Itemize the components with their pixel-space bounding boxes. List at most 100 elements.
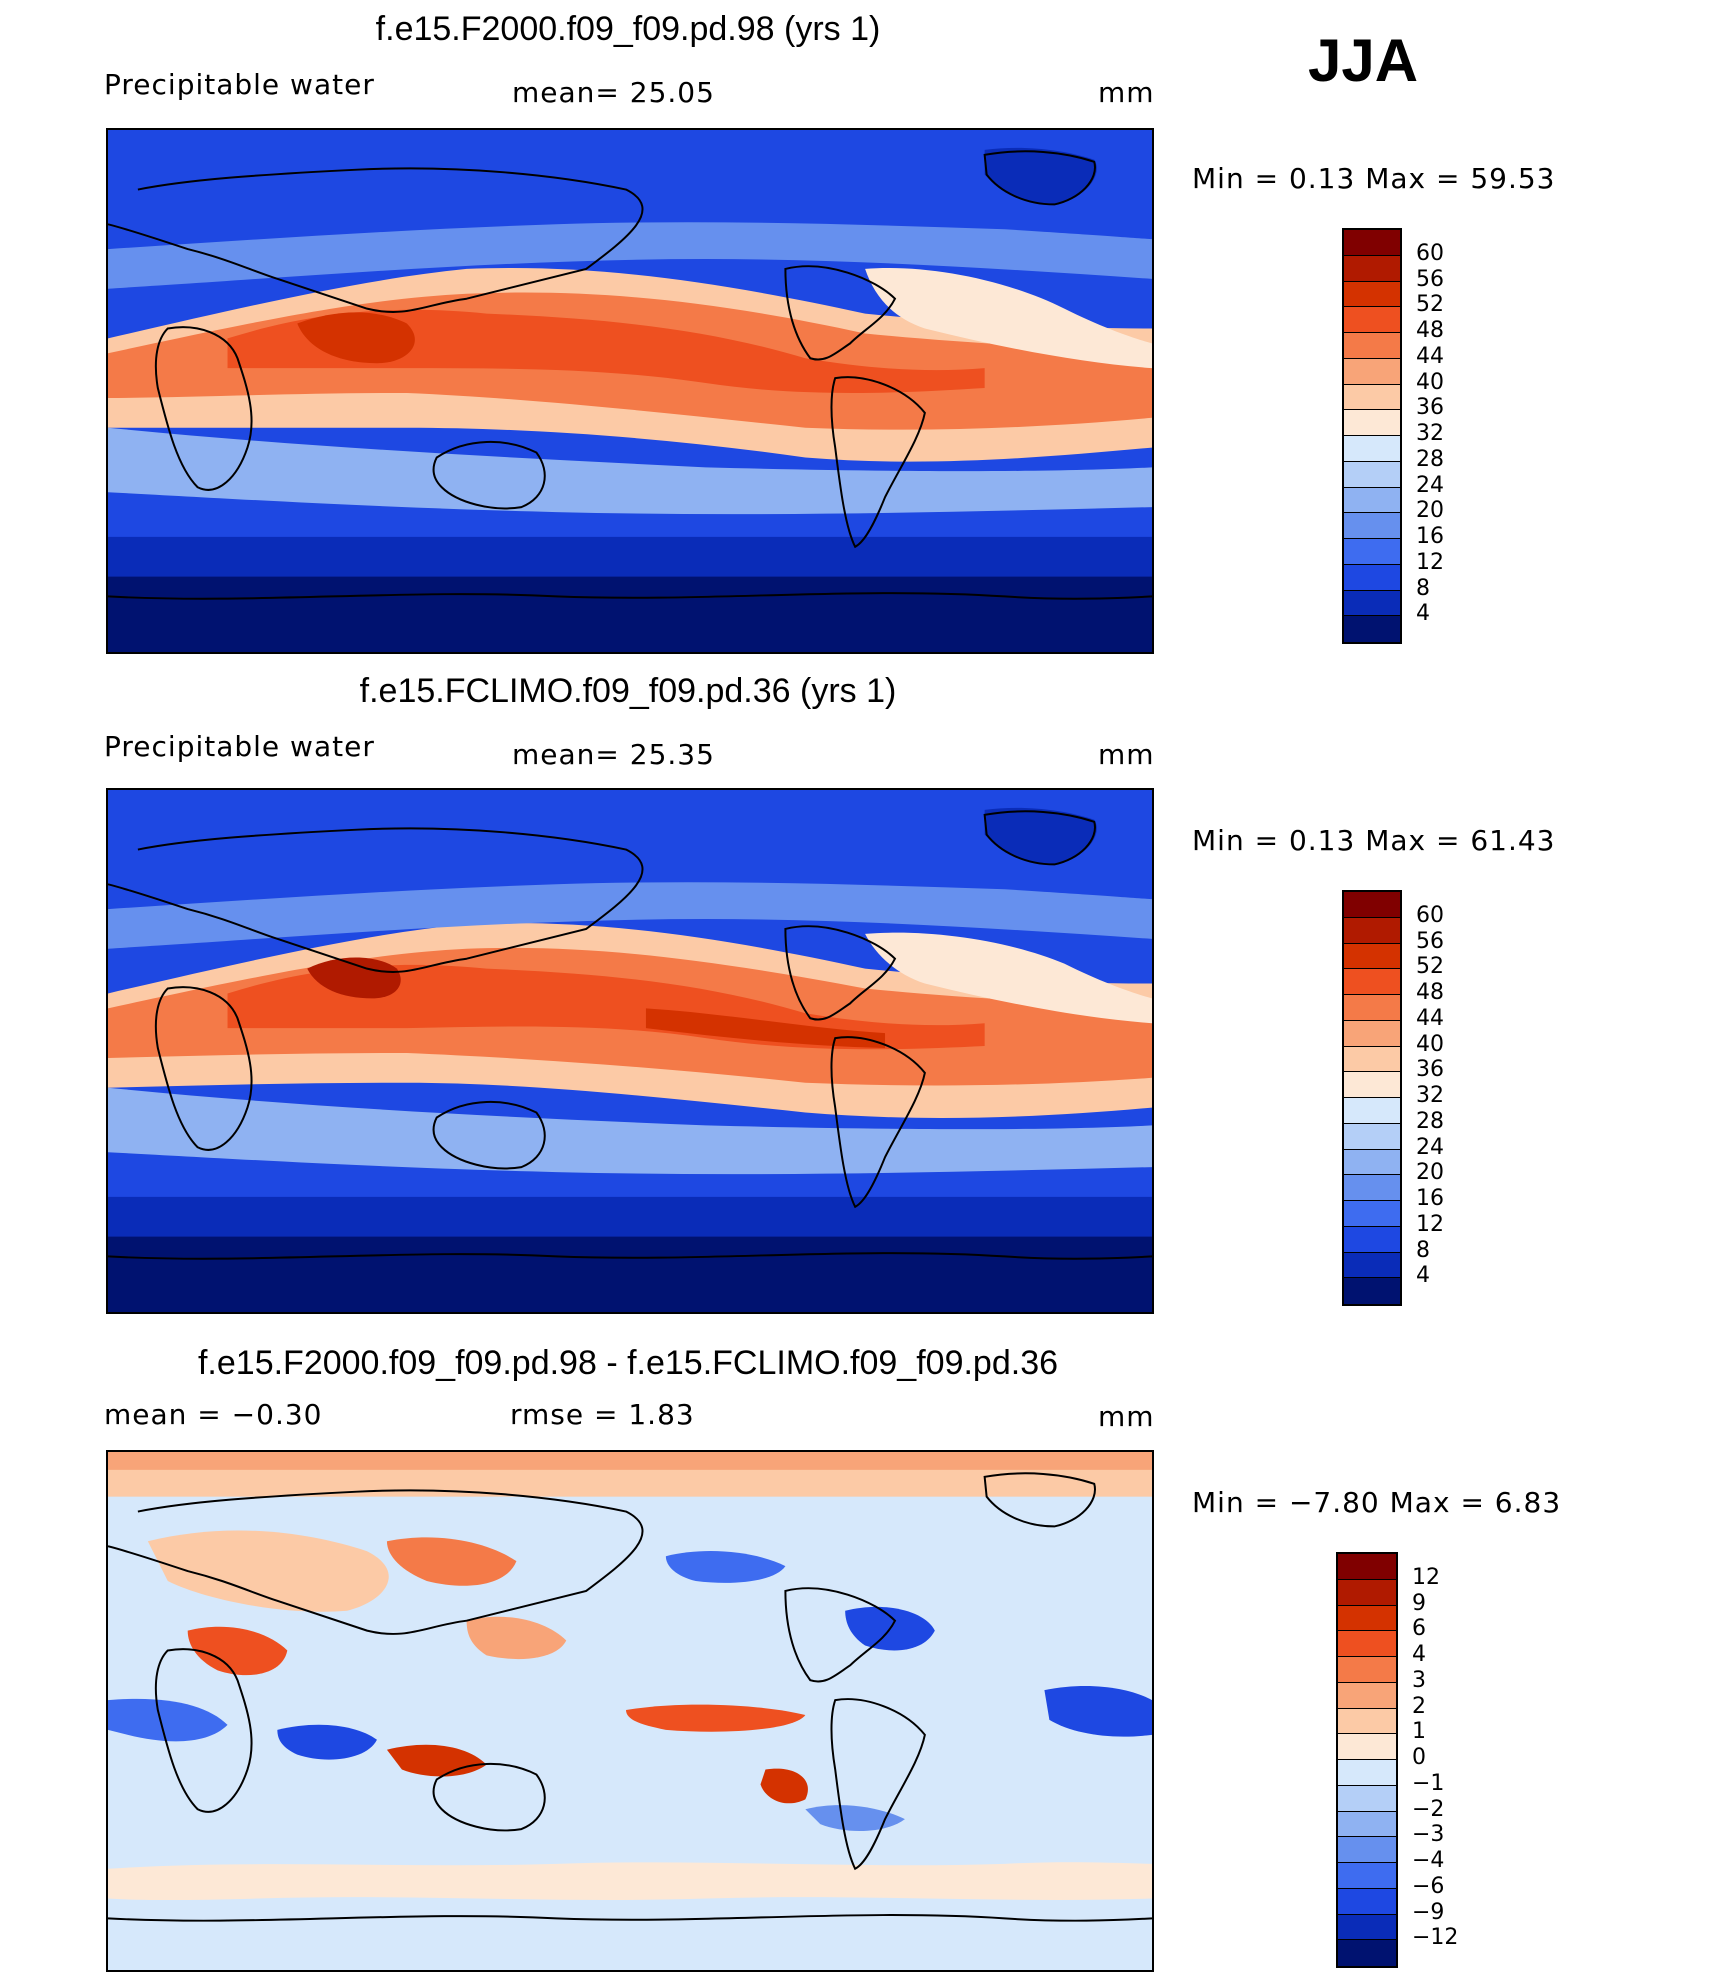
colorbar-tick-label: 48 [1416,318,1444,343]
colorbar-tick-label: 24 [1416,472,1444,498]
colorbar-swatch [1344,1175,1400,1201]
units-label: mm [1098,76,1155,109]
colorbar-tick-label: 56 [1416,928,1444,954]
panel-title: f.e15.F2000.f09_f09.pd.98 - f.e15.FCLIMO… [197,1344,1059,1382]
colorbar-swatch [1344,410,1400,436]
difference-map [106,1450,1154,1972]
colorbar-tick-label: −1 [1412,1770,1445,1796]
colorbar-tick-label: 52 [1416,954,1444,980]
variable-label: Precipitable water [104,68,375,101]
colorbar-tick-label: 48 [1416,980,1444,1005]
colorbar-swatch [1338,1811,1396,1838]
colorbar-tick-label: 1 [1412,1719,1426,1745]
map-field [108,130,1152,652]
colorbar-tick-label: −4 [1412,1848,1445,1873]
rmse-label: rmse = 1.83 [510,1398,695,1431]
colorbar-tick-label: 52 [1416,292,1444,318]
colorbar-tick-label: 32 [1416,1083,1444,1108]
colorbar-swatch [1344,1201,1400,1227]
colorbar-swatch [1344,969,1400,995]
colorbar-swatch [1344,995,1400,1021]
colorbar-tick-label: 40 [1416,369,1444,395]
colorbar-tick-label: 28 [1416,1108,1444,1134]
colorbar [1336,1552,1398,1968]
precipitable-water-map [106,128,1154,654]
colorbar-tick-label: 4 [1412,1642,1426,1667]
colorbar-tick-label: 60 [1416,902,1444,928]
colorbar-swatch [1338,1579,1396,1606]
colorbar [1342,890,1402,1306]
colorbar-swatch [1344,1226,1400,1253]
colorbar-swatch [1344,230,1400,256]
colorbar-swatch [1338,1940,1396,1966]
colorbar-tick-label: 16 [1416,524,1444,549]
colorbar-tick-label: 0 [1412,1745,1426,1770]
colorbar-swatch [1344,487,1400,514]
colorbar-swatch [1344,892,1400,918]
colorbar-swatch [1344,917,1400,944]
colorbar-swatch [1338,1734,1396,1760]
colorbar-swatch [1344,943,1400,970]
colorbar-swatch [1344,1046,1400,1073]
colorbar-tick-label: −12 [1412,1925,1459,1951]
colorbar-tick-label: 9 [1412,1590,1426,1616]
colorbar-swatch [1338,1682,1396,1709]
panel-title: f.e15.FCLIMO.f09_f09.pd.36 (yrs 1) [359,672,897,710]
colorbar-tick-label: 20 [1416,498,1444,524]
colorbar-swatch [1344,333,1400,359]
colorbar-tick-label: 16 [1416,1186,1444,1211]
colorbar-swatch [1338,1554,1396,1580]
variable-label: Precipitable water [104,730,375,763]
colorbar-tick-label: −9 [1412,1899,1445,1925]
colorbar-tick-label: 2 [1412,1693,1426,1719]
colorbar-tick-label: −6 [1412,1873,1445,1899]
colorbar-swatch [1344,1098,1400,1124]
colorbar-swatch [1344,590,1400,617]
colorbar-swatch [1338,1863,1396,1889]
colorbar-swatch [1344,1278,1400,1304]
colorbar-swatch [1344,281,1400,308]
colorbar-tick-label: −3 [1412,1822,1445,1848]
colorbar-swatch [1344,616,1400,642]
colorbar-tick-label: 40 [1416,1031,1444,1057]
colorbar-tick-label: 44 [1416,343,1444,369]
colorbar-swatch [1338,1888,1396,1915]
map-field [108,790,1152,1312]
colorbar-swatch [1344,1123,1400,1150]
colorbar-swatch [1344,1072,1400,1098]
min-max-label: Min = 0.13 Max = 61.43 [1192,824,1556,857]
colorbar-tick-label: 3 [1412,1667,1426,1693]
colorbar-swatch [1344,358,1400,385]
colorbar-swatch [1338,1708,1396,1735]
mean-label: mean= 25.35 [512,738,715,771]
colorbar-swatch [1344,1149,1400,1176]
colorbar-tick-label: 6 [1412,1616,1426,1642]
colorbar-swatch [1344,1020,1400,1047]
min-max-label: Min = 0.13 Max = 59.53 [1192,162,1556,195]
panel-title: f.e15.F2000.f09_f09.pd.98 (yrs 1) [375,10,881,48]
colorbar-tick-label: 8 [1416,575,1430,601]
colorbar-tick-label: 56 [1416,266,1444,292]
units-label: mm [1098,738,1155,771]
colorbar-tick-label: −2 [1412,1796,1445,1822]
colorbar-swatch [1338,1837,1396,1863]
colorbar-swatch [1338,1657,1396,1683]
colorbar-tick-label: 12 [1416,1211,1444,1237]
colorbar-swatch [1338,1785,1396,1812]
colorbar-swatch [1338,1631,1396,1657]
colorbar-swatch [1344,461,1400,488]
map-field [108,1452,1152,1970]
colorbar-tick-label: 36 [1416,1057,1444,1083]
colorbar-swatch [1344,513,1400,539]
colorbar-swatch [1344,436,1400,462]
min-max-label: Min = −7.80 Max = 6.83 [1192,1486,1562,1519]
colorbar-tick-label: 36 [1416,395,1444,421]
colorbar-swatch [1344,1252,1400,1279]
colorbar-tick-label: 4 [1416,601,1430,627]
colorbar-swatch [1344,255,1400,282]
colorbar-swatch [1338,1605,1396,1632]
colorbar-swatch [1338,1760,1396,1786]
mean-label: mean = −0.30 [104,1398,323,1431]
colorbar-tick-label: 20 [1416,1160,1444,1186]
precipitable-water-map [106,788,1154,1314]
